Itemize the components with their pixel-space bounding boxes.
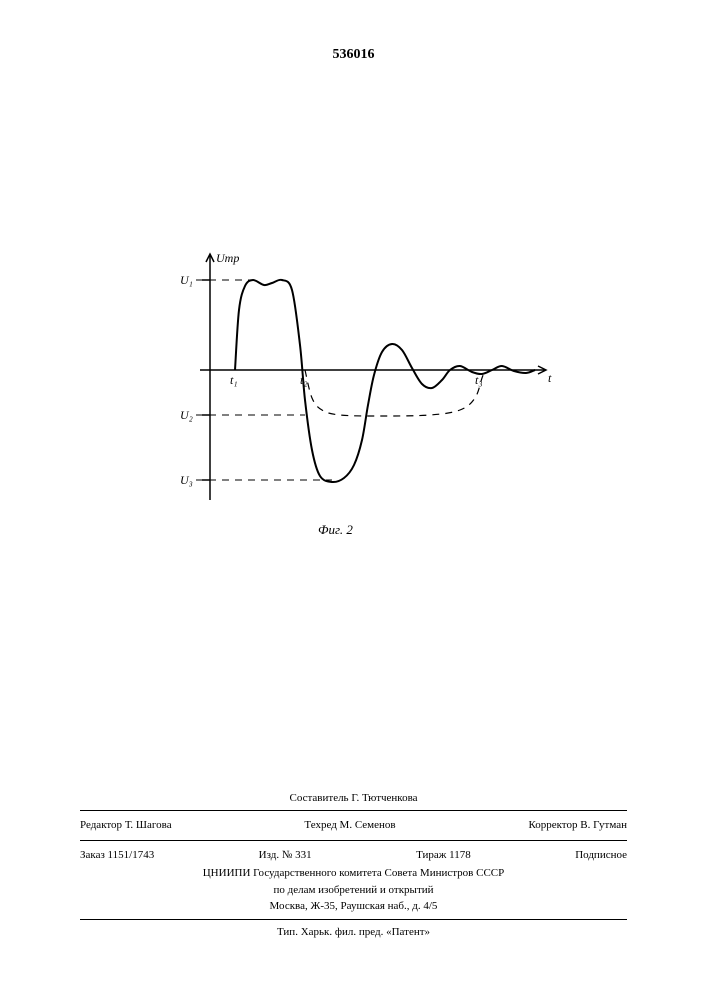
izd-number: Изд. № 331 [259,847,312,864]
editor-label: Редактор [80,819,122,831]
order-number: Заказ 1151/1743 [80,847,154,864]
compiler-line: Составитель Г. Тютченкова [80,790,627,807]
credits-row: Редактор Т. Шагова Техред М. Семенов Кор… [80,815,627,836]
divider-2 [80,840,627,841]
org-line-2: по делам изобретений и открытий [80,882,627,899]
chart-svg: Uтр t U₁ U₂ U₃ t₁ t₂ t₃ [140,250,560,530]
teched-name: М. Семенов [340,819,396,831]
t1-label: t₁ [230,373,238,387]
u1-label: U₁ [180,273,193,287]
patent-number: 536016 [333,47,375,63]
divider-3 [80,919,627,920]
y-axis-label: Uтр [216,251,239,265]
dashed-waveform [305,370,485,416]
corrector-block: Корректор В. Гутман [528,817,627,834]
editor-block: Редактор Т. Шагова [80,817,172,834]
corrector-name: В. Гутман [580,819,627,831]
printer-line: Тип. Харьк. фил. пред. «Патент» [80,924,627,941]
editor-name: Т. Шагова [125,819,172,831]
t2-label: t₂ [300,373,308,387]
teched-label: Техред [304,819,336,831]
u3-label: U₃ [180,473,193,487]
waveform-chart: Uтр t U₁ U₂ U₃ t₁ t₂ t₃ [140,250,560,530]
x-axis-label: t [548,371,552,385]
order-row: Заказ 1151/1743 Изд. № 331 Тираж 1178 По… [80,845,627,866]
tirazh-number: Тираж 1178 [416,847,471,864]
figure-label: Фиг. 2 [318,522,353,538]
address-line: Москва, Ж-35, Раушская наб., д. 4/5 [80,898,627,915]
teched-block: Техред М. Семенов [304,817,395,834]
u2-label: U₂ [180,408,193,422]
footer-block: Составитель Г. Тютченкова Редактор Т. Ша… [80,790,627,941]
subscription-label: Подписное [575,847,627,864]
main-waveform [235,280,535,482]
org-line-1: ЦНИИПИ Государственного комитета Совета … [80,865,627,882]
t3-label: t₃ [475,373,483,387]
corrector-label: Корректор [528,819,577,831]
divider-1 [80,810,627,811]
